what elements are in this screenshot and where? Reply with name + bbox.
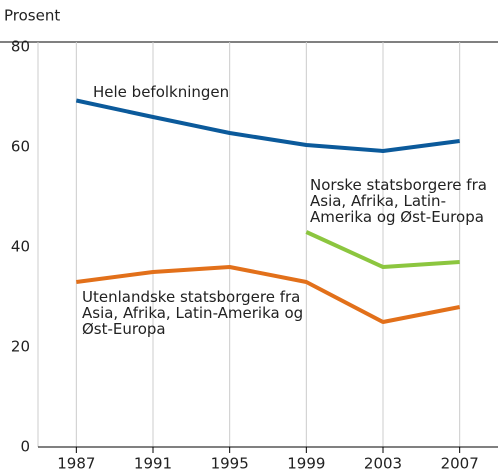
- y-tick-label: 80: [11, 38, 30, 56]
- series-label: Utenlandske statsborgere fra Asia, Afrik…: [82, 288, 304, 338]
- y-tick-label: 40: [11, 238, 30, 256]
- x-tick-label: 1987: [57, 455, 95, 470]
- x-tick-label: 1991: [134, 455, 172, 470]
- x-tick-label: 2003: [364, 455, 402, 470]
- series-line: [76, 265, 461, 324]
- y-tick-label: 0: [20, 438, 30, 456]
- x-tick-label: 1995: [211, 455, 249, 470]
- y-tick-label: 20: [11, 338, 30, 356]
- series-label: Hele befolkningen: [93, 83, 230, 101]
- x-tick-label: 1999: [287, 455, 325, 470]
- series-line: [305, 230, 460, 269]
- x-tick-label: 2007: [441, 455, 479, 470]
- series-line: [75, 98, 460, 153]
- series-label: Norske statsborgere fra Asia, Afrika, La…: [310, 176, 487, 226]
- y-axis-label: Prosent: [4, 7, 60, 25]
- y-tick-label: 60: [11, 138, 30, 156]
